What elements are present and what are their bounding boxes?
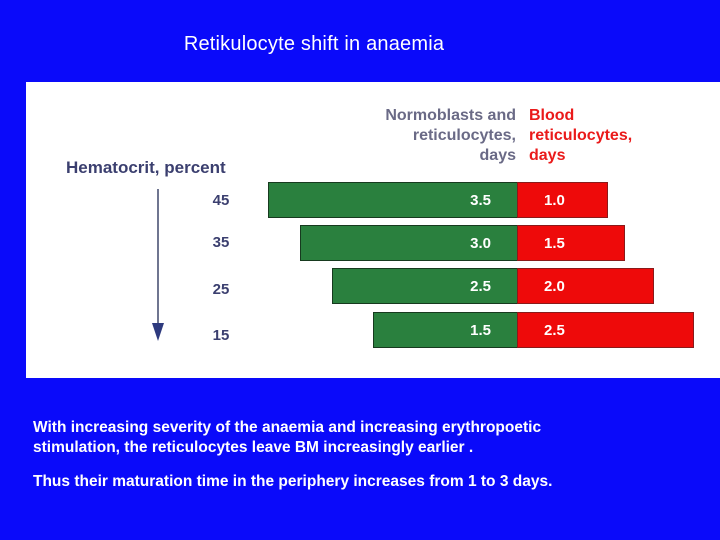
bar-row-25: 2.5 2.0 xyxy=(332,268,654,304)
slide-title: Retikulocyte shift in anaemia xyxy=(183,33,445,55)
header-normoblasts-reticulocytes-days: Normoblasts and reticulocytes, days xyxy=(385,107,516,164)
reticulocyte-shift-figure: Normoblasts and reticulocytes, days Bloo… xyxy=(26,82,720,378)
header-blood-reticulocytes-days: Blood reticulocytes, days xyxy=(529,107,633,164)
severity-arrow-down-icon xyxy=(152,323,164,341)
bar-row-45: 3.5 1.0 xyxy=(268,182,608,218)
hematocrit-value: 15 xyxy=(212,327,230,344)
blood-segment: 2.0 xyxy=(517,268,654,304)
blood-segment: 1.0 xyxy=(517,182,608,218)
caption-paragraph-1: With increasing severity of the anaemia … xyxy=(33,419,542,456)
caption-paragraph-2: Thus their maturation time in the periph… xyxy=(33,473,553,490)
blood-segment: 2.5 xyxy=(517,312,694,348)
bar-row-15: 1.5 2.5 xyxy=(373,312,694,348)
hematocrit-value: 25 xyxy=(212,281,230,298)
marrow-segment: 3.0 xyxy=(300,225,518,261)
marrow-segment: 3.5 xyxy=(268,182,518,218)
hematocrit-value: 45 xyxy=(212,192,230,209)
marrow-segment: 2.5 xyxy=(332,268,518,304)
blood-segment: 1.5 xyxy=(517,225,625,261)
bar-row-35: 3.0 1.5 xyxy=(300,225,625,261)
severity-arrow-shaft xyxy=(157,189,159,329)
hematocrit-value: 35 xyxy=(212,234,230,251)
header-hematocrit-percent: Hematocrit, percent xyxy=(66,158,226,177)
marrow-segment: 1.5 xyxy=(373,312,518,348)
